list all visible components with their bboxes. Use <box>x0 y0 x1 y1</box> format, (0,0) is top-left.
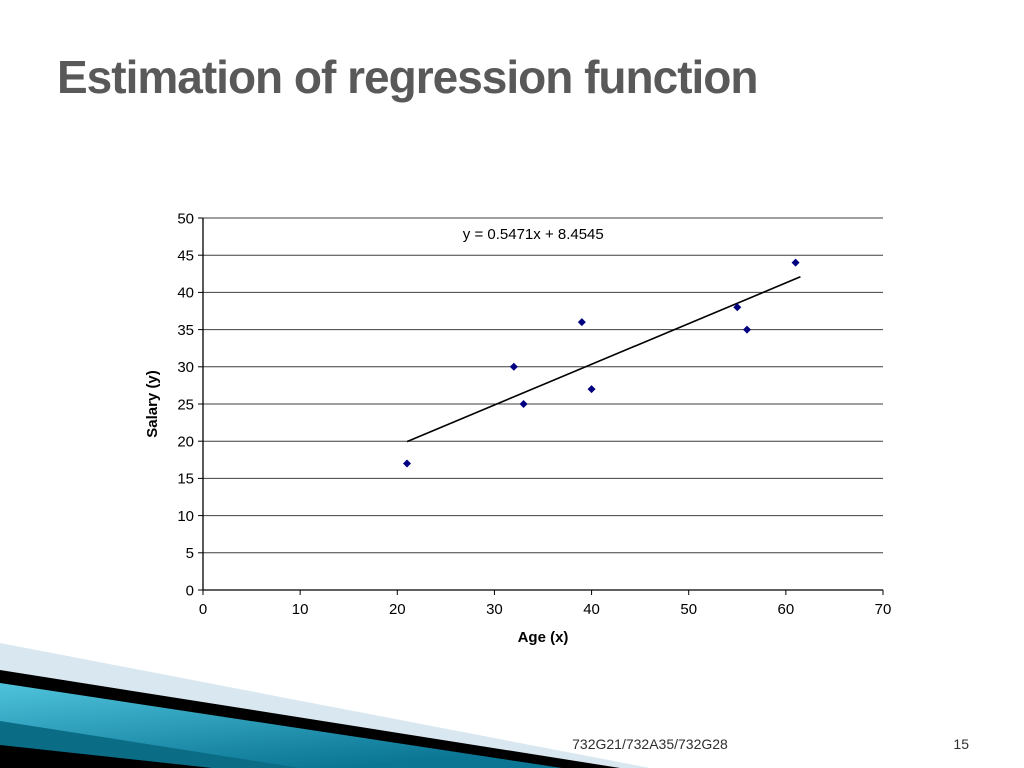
equation-label: y = 0.5471x + 8.4545 <box>463 226 604 243</box>
x-tick-label: 60 <box>778 601 795 618</box>
data-point <box>733 303 742 312</box>
y-tick-label: 5 <box>186 545 194 562</box>
x-tick-label: 10 <box>292 601 309 618</box>
y-tick-label: 45 <box>177 247 194 264</box>
data-point <box>791 258 800 267</box>
y-tick-label: 35 <box>177 322 194 339</box>
footer-text: 732G21/732A35/732G28 <box>572 736 728 752</box>
x-axis-title: Age (x) <box>518 629 569 646</box>
x-tick-label: 0 <box>199 601 207 618</box>
x-tick-label: 30 <box>486 601 503 618</box>
y-tick-label: 20 <box>177 433 194 450</box>
x-tick-label: 70 <box>875 601 892 618</box>
x-tick-label: 20 <box>389 601 406 618</box>
y-tick-label: 25 <box>177 396 194 413</box>
data-point <box>509 362 518 371</box>
trendline <box>406 276 801 443</box>
decor-wedge-black-lower <box>0 745 212 768</box>
x-tick-label: 40 <box>583 601 600 618</box>
y-tick-label: 0 <box>186 582 194 599</box>
y-tick-label: 30 <box>177 359 194 376</box>
page-number: 15 <box>953 736 969 752</box>
y-tick-label: 10 <box>177 508 194 525</box>
data-point <box>587 385 596 394</box>
data-point <box>403 459 411 468</box>
corner-decoration <box>0 643 650 768</box>
data-point <box>519 400 528 408</box>
data-point <box>577 318 586 327</box>
y-tick-label: 15 <box>177 471 194 488</box>
regression-chart: 0 5 10 15 20 25 30 35 40 45 50 0 10 20 30 40 50 60 70 Salar… <box>140 190 900 660</box>
chart-canvas: 0 5 10 15 20 25 30 35 40 45 50 0 10 20 30 40 50 60 70 Salar… <box>144 210 892 646</box>
y-tick-label: 50 <box>177 210 194 227</box>
y-axis-title: Salary (y) <box>144 370 161 438</box>
data-point <box>743 325 751 334</box>
x-tick-label: 50 <box>680 601 697 618</box>
slide-title: Estimation of regression function <box>57 51 759 103</box>
y-tick-label: 40 <box>177 285 194 302</box>
